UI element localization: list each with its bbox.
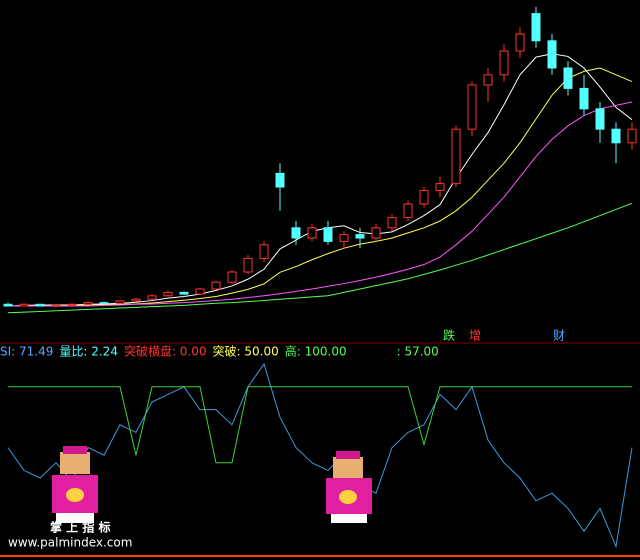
candle-body	[211, 281, 221, 290]
price-panel	[3, 6, 637, 314]
candle-body	[3, 303, 13, 307]
series-line	[8, 101, 633, 307]
candle-body	[179, 291, 189, 295]
candle-body	[387, 217, 397, 229]
legend-item: : 57.00	[397, 345, 439, 359]
candle-body	[19, 303, 29, 307]
indicator-legend: SI: 71.49 量比: 2.24 突破横盘: 0.00 突破: 50.00 高: 1…	[0, 344, 439, 359]
series-line	[7, 202, 633, 314]
candle-body	[147, 295, 157, 300]
candle-body	[323, 227, 333, 242]
candle-body	[227, 271, 237, 283]
candle-body	[627, 128, 637, 144]
watermark-url: www.palmindex.com	[8, 536, 132, 550]
series-line	[8, 386, 632, 464]
candle-body	[355, 234, 365, 239]
annotation: 跌	[443, 328, 455, 343]
candle-body	[307, 227, 317, 239]
series-line	[8, 67, 633, 307]
candle-body	[195, 288, 205, 295]
candle-body	[451, 128, 461, 185]
candle-body	[259, 244, 269, 259]
candle-body	[115, 300, 125, 304]
candle-body	[275, 172, 285, 188]
legend-item: SI: 71.49	[0, 345, 53, 359]
annotation: 增	[469, 329, 481, 343]
candle-body	[403, 203, 413, 219]
candle-body	[531, 13, 541, 42]
candle-body	[467, 84, 477, 130]
candle-body	[163, 291, 173, 297]
candle-body	[371, 227, 381, 239]
candle-body	[35, 303, 45, 307]
candle-body	[611, 128, 621, 144]
series-line	[7, 362, 633, 549]
candle-body	[83, 302, 93, 305]
indicator-panel	[7, 362, 633, 549]
mascot	[326, 451, 372, 523]
candle-body	[291, 227, 301, 239]
candle-body	[563, 67, 573, 89]
candle-body	[515, 33, 525, 52]
legend-item: 突破: 50.00	[213, 344, 279, 359]
candle-body	[51, 304, 61, 307]
watermark-brand: 掌 上 指 标	[50, 520, 111, 535]
candle-body	[339, 234, 349, 242]
series-line	[7, 53, 633, 307]
candle-body	[499, 50, 509, 76]
candle-body	[595, 108, 605, 130]
legend-item: 突破横盘: 0.00	[124, 344, 207, 359]
legend-item: 高: 100.00	[285, 344, 347, 359]
annotation: 财	[553, 329, 565, 343]
candle-body	[547, 40, 557, 69]
candle-body	[579, 87, 589, 110]
candle-body	[483, 74, 493, 86]
candle-body	[419, 189, 429, 205]
legend-item: 量比: 2.24	[59, 345, 118, 359]
candle-body	[67, 303, 77, 306]
candle-body	[99, 302, 109, 305]
candle-body	[435, 183, 445, 191]
candle-body	[131, 298, 141, 302]
candle-body	[243, 257, 253, 273]
mascot	[52, 446, 98, 523]
